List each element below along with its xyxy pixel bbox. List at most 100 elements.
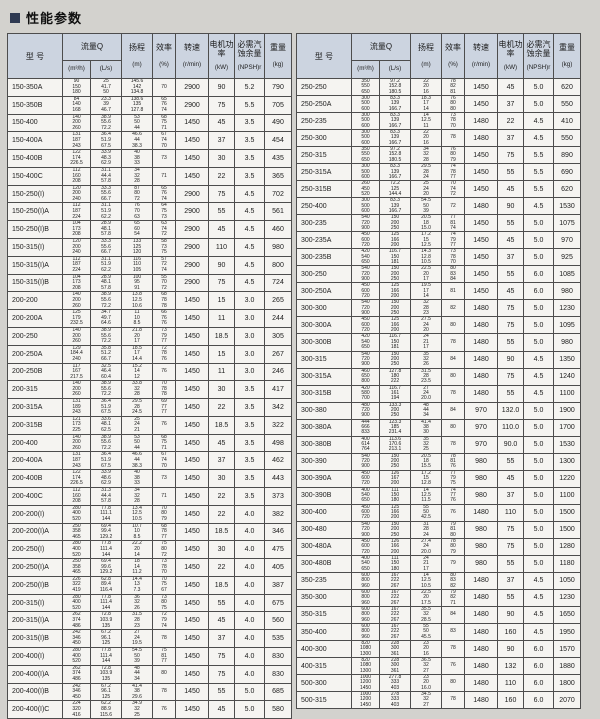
value-line: 160: [72, 492, 81, 499]
value-line: 200: [390, 355, 400, 362]
cell-head: 18.5 17 14.4: [121, 344, 153, 364]
value-line: 55.6: [101, 119, 111, 126]
cell-flow-m3h: 262 374 486: [62, 611, 91, 631]
value-line: 78: [450, 645, 456, 652]
cell-power: 18.5: [208, 522, 235, 542]
value-line: 250: [390, 531, 400, 538]
cell-speed: 1450: [464, 214, 498, 233]
value-line: 29.5: [132, 398, 142, 405]
value-line: 48.6: [101, 474, 111, 481]
value-line: 240: [72, 195, 81, 202]
value-line: 50: [134, 439, 140, 446]
value-line: 38: [134, 154, 140, 161]
cell-flow-m3h: 300 500 600: [351, 112, 380, 131]
cell-npsh: 4.5: [523, 129, 554, 148]
cell-efficiency: 78: [152, 629, 176, 648]
value-line: 73: [161, 243, 167, 250]
value-line: 24: [423, 389, 429, 396]
value-line: 23: [423, 674, 429, 681]
value-line: 16: [423, 88, 429, 95]
table-row: 200-250B 117 167 217.5 32.5 46.4 60.4 15.2 14 12 7…: [7, 362, 292, 382]
table-row: 200-250(I) 280 400 520 77.8 111.4 144 22.2 20 14 7…: [7, 540, 292, 560]
value-line: 40: [134, 149, 140, 156]
cell-efficiency: 76: [152, 362, 176, 382]
cell-speed: 1480: [464, 316, 498, 335]
cell-flow-ls: 167 222 267: [379, 571, 411, 590]
cell-weight: 1100: [553, 384, 581, 403]
cell-npsh: 5.0: [523, 418, 554, 437]
cell-speed: 1450: [175, 486, 209, 506]
value-line: 55.6: [101, 385, 111, 392]
value-line: 650: [361, 344, 370, 351]
value-line: 243: [72, 462, 81, 469]
value-line: 250: [72, 558, 81, 565]
cell-speed: 1450: [175, 522, 209, 542]
cell-flow-ls: 150 200 250: [379, 452, 411, 471]
table-row: 300-315B 420 580 700 116.7 161 194 27 24 20.0 78 14…: [296, 384, 581, 403]
value-line: 122: [72, 149, 81, 156]
value-line: 48.1: [101, 225, 111, 232]
value-line: 33: [134, 480, 140, 487]
value-line: 80: [450, 151, 456, 158]
value-line: 79: [450, 236, 456, 243]
value-line: 650: [361, 565, 370, 572]
value-line: 82: [450, 594, 456, 601]
col-header-head: 扬程 (m): [121, 33, 153, 79]
cell-model: 200-400(I): [7, 647, 63, 666]
value-line: 79: [450, 156, 456, 163]
value-line: 55.6: [101, 243, 111, 250]
value-line: 23: [423, 640, 429, 647]
value-line: 8.5: [133, 533, 141, 540]
value-line: 31.1: [101, 256, 111, 262]
value-line: 55: [423, 623, 429, 629]
cell-efficiency: 73 79 77: [152, 326, 176, 346]
cell-flow-ls: 167 222 267: [379, 622, 411, 642]
cell-speed: 2900: [175, 184, 209, 204]
value-line: 1200: [359, 679, 372, 686]
cell-head: 10.7 10 8.5: [121, 522, 153, 542]
cell-weight: 580: [264, 700, 292, 719]
cell-npsh: 3.5: [234, 166, 265, 186]
value-line: 150: [390, 521, 400, 527]
value-line: 166: [390, 509, 400, 516]
value-line: 80: [450, 572, 456, 578]
cell-flow-ls: 125 166 200: [379, 231, 411, 250]
value-line: 18: [134, 558, 140, 565]
tables-container: 型 号 流量Q 扬程 (m) 效率 (%) 转速 (r/min) 电机功率 (kW) 必…: [7, 33, 593, 719]
value-line: 72.8: [101, 665, 111, 671]
cell-flow-ls: 31.3 44.4 57.8: [90, 486, 122, 506]
value-line: 13.8: [132, 291, 142, 298]
cell-power: 160: [497, 622, 524, 642]
value-line: 150: [390, 265, 400, 272]
value-line: 77: [161, 658, 167, 665]
col-header-weight: 重量 (kg): [553, 33, 581, 79]
value-line: 62.5: [101, 427, 111, 434]
value-line: 24: [423, 321, 429, 328]
value-line: 280: [72, 505, 81, 511]
value-line: 62.2: [101, 267, 111, 273]
value-line: 242: [72, 683, 81, 689]
table-row: 200-315(I)A 262 374 486 72.8 103.9 135 31.5 28 23…: [7, 611, 292, 631]
value-line: 20: [134, 545, 140, 552]
cell-speed: 980: [464, 520, 498, 539]
table-row: 250-250 350 550 650 97.2 152.8 180.5 22 20 16 78 82…: [296, 77, 581, 97]
cell-weight: 405: [264, 558, 292, 577]
value-line: 614: [361, 441, 370, 447]
cell-head: 13.8 12.5 10.6: [121, 291, 153, 311]
value-line: 32: [423, 299, 429, 306]
cell-npsh: 5.2: [234, 78, 265, 97]
value-line: 79: [161, 515, 167, 522]
cell-efficiency: 76: [152, 415, 176, 435]
value-line: 720: [361, 514, 370, 521]
cell-flow-ls: 77.8 111.4 144: [90, 593, 122, 613]
table-row: 150-315(I)B 104 173 208 28.9 48.1 57.8 100 95 91 5…: [7, 273, 292, 293]
cell-model: 150-400: [7, 113, 63, 133]
value-line: 50: [134, 652, 140, 659]
value-line: 78: [161, 688, 167, 695]
value-line: 600: [361, 173, 370, 180]
cell-model: 150-315(I)B: [7, 273, 63, 293]
value-line: 200: [72, 439, 81, 446]
cell-flow-m3h: 400 540 650: [351, 554, 380, 573]
value-line: 77: [450, 214, 456, 221]
value-line: 231.4: [388, 429, 402, 436]
